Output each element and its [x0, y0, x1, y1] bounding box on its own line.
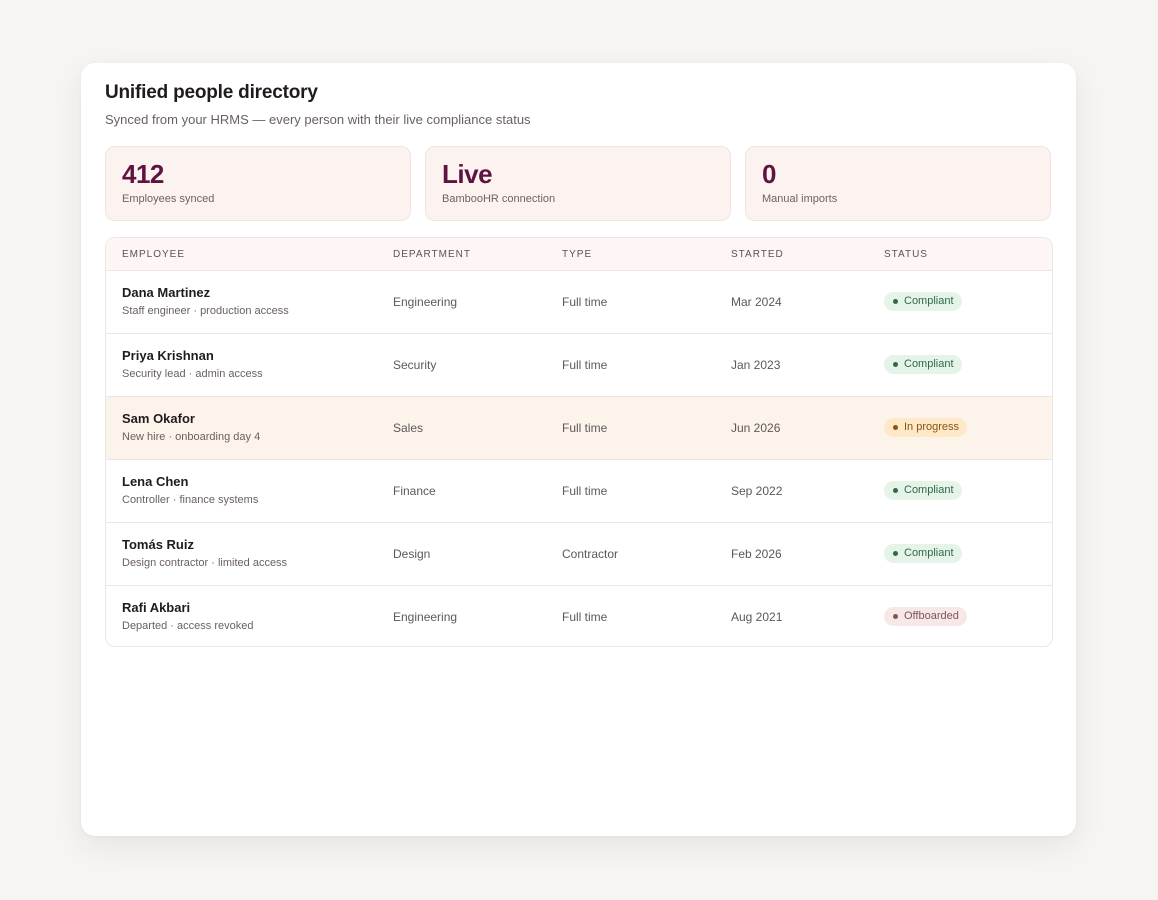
- employee-name: Lena Chen: [122, 474, 189, 489]
- table-header: EMPLOYEE DEPARTMENT TYPE STARTED STATUS: [106, 238, 1052, 271]
- stat-label: Employees synced: [122, 193, 215, 205]
- started-cell: Jun 2026: [731, 421, 781, 435]
- department-cell: Sales: [393, 421, 424, 435]
- type-cell: Full time: [562, 421, 608, 435]
- people-table: EMPLOYEE DEPARTMENT TYPE STARTED STATUS …: [105, 237, 1053, 647]
- type-cell: Full time: [562, 484, 608, 498]
- stat-value: Live: [442, 159, 493, 189]
- employee-description: Staff engineer · production access: [122, 305, 289, 317]
- table-row[interactable]: Lena Chen Controller · finance systems F…: [106, 460, 1052, 523]
- employee-description: Departed · access revoked: [122, 620, 254, 632]
- status-badge: Compliant: [884, 292, 962, 311]
- started-cell: Mar 2024: [731, 295, 782, 309]
- employee-description: Design contractor · limited access: [122, 557, 288, 569]
- department-cell: Engineering: [393, 295, 458, 309]
- stat-value: 412: [122, 159, 164, 189]
- status-badge: In progress: [884, 418, 968, 437]
- type-cell: Contractor: [562, 547, 619, 561]
- table-row[interactable]: Rafi Akbari Departed · access revoked En…: [106, 586, 1052, 646]
- status-dot-icon: [893, 362, 898, 367]
- status-badge: Compliant: [884, 355, 962, 374]
- department-cell: Security: [393, 358, 437, 372]
- stat-employees-synced: 412 Employees synced: [105, 146, 411, 221]
- type-cell: Full time: [562, 358, 608, 372]
- status-label: Compliant: [904, 295, 954, 307]
- stat-value: 0: [762, 159, 776, 189]
- page-title: Unified people directory: [105, 82, 318, 103]
- stats-row: 412 Employees synced Live BambooHR conne…: [105, 146, 1053, 223]
- status-label: Compliant: [904, 547, 954, 559]
- started-cell: Feb 2026: [731, 547, 782, 561]
- employee-name: Priya Krishnan: [122, 348, 214, 363]
- department-cell: Engineering: [393, 610, 458, 624]
- employee-description: Controller · finance systems: [122, 494, 259, 506]
- status-dot-icon: [893, 425, 898, 430]
- employee-name: Tomás Ruiz: [122, 537, 194, 552]
- started-cell: Aug 2021: [731, 610, 783, 624]
- stat-label: BambooHR connection: [442, 193, 556, 205]
- status-dot-icon: [893, 488, 898, 493]
- status-dot-icon: [893, 551, 898, 556]
- status-dot-icon: [893, 299, 898, 304]
- column-header-employee[interactable]: EMPLOYEE: [122, 249, 186, 260]
- table-row[interactable]: Priya Krishnan Security lead · admin acc…: [106, 334, 1052, 397]
- status-dot-icon: [893, 614, 898, 619]
- type-cell: Full time: [562, 610, 608, 624]
- employee-name: Dana Martinez: [122, 285, 211, 300]
- employee-description: New hire · onboarding day 4: [122, 431, 261, 443]
- started-cell: Jan 2023: [731, 358, 781, 372]
- column-header-type[interactable]: TYPE: [562, 249, 593, 260]
- stat-manual-imports: 0 Manual imports: [745, 146, 1051, 221]
- status-badge: Compliant: [884, 481, 962, 500]
- table-row[interactable]: Tomás Ruiz Design contractor · limited a…: [106, 523, 1052, 586]
- column-header-started[interactable]: STARTED: [731, 249, 784, 260]
- employee-name: Sam Okafor: [122, 411, 195, 426]
- directory-card: Unified people directory Synced from you…: [81, 63, 1076, 836]
- column-header-status[interactable]: STATUS: [884, 249, 928, 260]
- employee-description: Security lead · admin access: [122, 368, 263, 380]
- status-label: Compliant: [904, 484, 954, 496]
- status-label: Compliant: [904, 358, 954, 370]
- status-label: In progress: [904, 421, 960, 433]
- status-badge: Offboarded: [884, 607, 967, 626]
- type-cell: Full time: [562, 295, 608, 309]
- started-cell: Sep 2022: [731, 484, 783, 498]
- department-cell: Finance: [393, 484, 436, 498]
- table-row[interactable]: Sam Okafor New hire · onboarding day 4 S…: [106, 397, 1052, 460]
- employee-name: Rafi Akbari: [122, 600, 191, 615]
- table-row[interactable]: Dana Martinez Staff engineer · productio…: [106, 271, 1052, 334]
- page-subtitle: Synced from your HRMS — every person wit…: [105, 112, 531, 127]
- department-cell: Design: [393, 547, 431, 561]
- column-header-department[interactable]: DEPARTMENT: [393, 249, 471, 260]
- stat-bamboohr-connection: Live BambooHR connection: [425, 146, 731, 221]
- stat-label: Manual imports: [762, 193, 838, 205]
- status-label: Offboarded: [904, 610, 959, 622]
- status-badge: Compliant: [884, 544, 962, 563]
